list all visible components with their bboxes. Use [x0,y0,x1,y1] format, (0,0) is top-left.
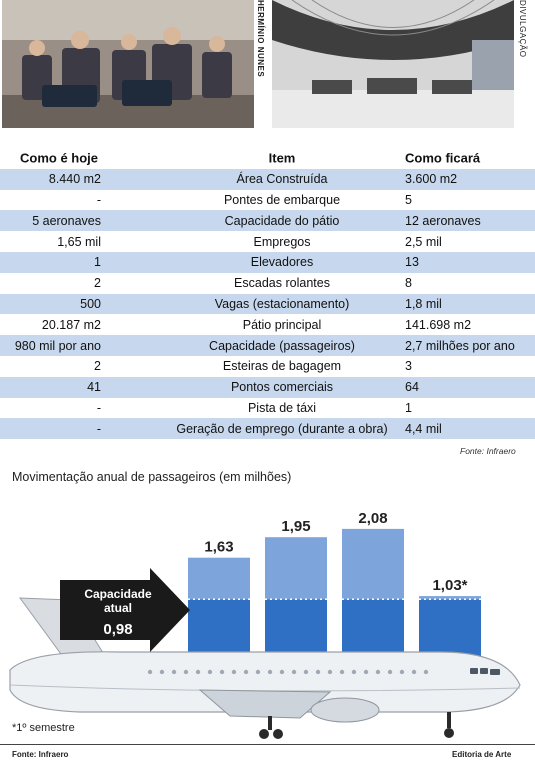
header-item: Item [268,150,296,166]
footnote: *1º semestre [12,722,75,734]
cell-item: Vagas (estacionamento) [214,296,350,311]
cell-item: Pátio principal [242,317,322,332]
chart-source: Fonte: Infraero [12,750,69,759]
cell-now: 1,65 mil [57,234,101,249]
header-future: Como ficará [405,150,481,166]
table-row: - Pontes de embarque 5 [0,190,535,211]
table-row: 20.187 m2 Pátio principal 141.698 m2 [0,314,535,335]
cell-future: 12 aeronaves [405,213,481,228]
cell-item: Capacidade do pátio [224,213,340,228]
passenger-chart: 1,6320061,9520072,0820081,03*2009 Cap [9,510,521,739]
table-row: 5 aeronaves Capacidade do pátio 12 aeronav… [0,210,535,232]
cell-future: 1,8 mil [405,296,442,311]
cell-now: 8.440 m2 [48,172,101,187]
cell-future: 5 [405,192,412,207]
terminal-rendering-photo [272,0,514,128]
photo-credit-left: HERMÍNIO NUNES [256,0,265,78]
bar-2009 [419,596,481,600]
table-header: Como é hoje Item Como ficará [0,148,535,169]
art-credit: Editoria de Arte [452,750,512,759]
cell-future: 3 [405,359,412,374]
cell-item: Empregos [253,234,311,249]
table-row: 41 Pontos comerciais 64 [0,376,535,398]
cell-item: Pista de táxi [247,400,317,415]
capacity-label-line2: atual [104,601,132,615]
cell-future: 1 [405,400,412,415]
table-row: 8.440 m2 Área Construída 3.600 m2 [0,168,535,190]
table-source: Fonte: Infraero [460,446,516,456]
cell-item: Capacidade (passageiros) [209,338,355,353]
cell-item: Pontes de embarque [223,192,341,207]
bar-2007 [265,537,327,600]
cell-future: 141.698 m2 [405,317,472,332]
chart-title: Movimentação anual de passageiros (em mi… [12,470,292,484]
cell-item: Pontos comerciais [230,380,334,395]
cell-item: Área Construída [236,172,328,187]
table-row: - Pista de táxi 1 [0,398,535,419]
terminal-crowd-photo [2,0,254,128]
cell-now: - [96,400,101,415]
cell-future: 13 [405,255,419,270]
cell-item: Geração de emprego (durante a obra) [176,421,388,436]
capacity-value: 0,98 [103,621,132,638]
table-row: 1,65 mil Empregos 2,5 mil [0,231,535,252]
divider [0,744,535,745]
photo-credit-right: DIVULGAÇÃO [518,0,527,58]
cell-now: 980 mil por ano [14,338,101,353]
cell-item: Escadas rolantes [234,276,330,291]
cell-now: - [96,421,101,436]
table-row: 980 mil por ano Capacidade (passageiros) 2… [0,335,535,356]
cell-now: 2 [94,359,101,374]
bar-2008 [342,528,404,600]
table-row: 1 Elevadores 13 [0,251,535,273]
table-row: - Geração de emprego (durante a obra) 4,4 … [0,418,535,440]
table-row: 500 Vagas (estacionamento) 1,8 mil [0,293,535,315]
value-label: 1,63 [204,539,233,556]
bar-2006 [188,557,250,600]
cell-now: 2 [94,276,101,291]
capacity-label-line1: Capacidade [84,587,152,601]
cell-now: 41 [87,380,101,395]
cell-future: 4,4 mil [405,421,442,436]
capacity-arrow: Capacidade atual 0,98 [60,568,190,652]
cell-item: Elevadores [250,255,314,270]
cell-future: 3.600 m2 [405,172,458,187]
cell-item: Esteiras de bagagem [222,359,342,374]
cell-now: 20.187 m2 [41,317,101,332]
table-row: 2 Esteiras de bagagem 3 [0,356,535,377]
cell-now: 5 aeronaves [32,213,101,228]
table-row: 2 Escadas rolantes 8 [0,273,535,294]
value-label: 2,08 [358,510,387,527]
cell-now: 1 [94,255,101,270]
airplane-illustration [9,597,521,739]
cell-future: 8 [405,276,412,291]
cell-future: 2,5 mil [405,234,442,249]
comparison-table: Como é hoje Item Como ficará 8.440 m2 Áre… [0,148,535,440]
value-label: 1,95 [281,518,310,535]
value-label: 1,03* [432,577,467,594]
cell-future: 64 [405,380,419,395]
cell-now: 500 [80,296,101,311]
cell-now: - [96,192,101,207]
header-now: Como é hoje [20,150,99,166]
cell-future: 2,7 milhões por ano [405,338,515,353]
